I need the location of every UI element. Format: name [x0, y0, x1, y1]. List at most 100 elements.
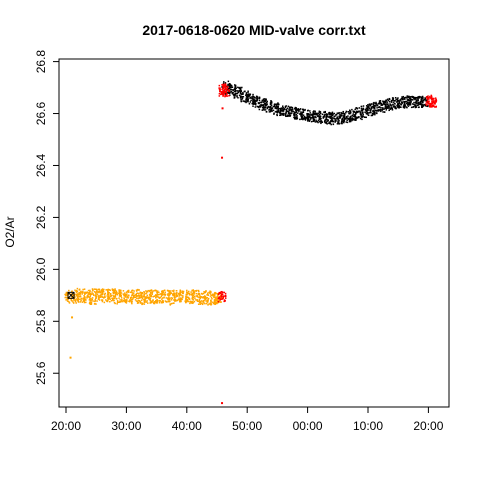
data-point — [349, 117, 352, 120]
data-point — [123, 292, 126, 294]
data-point — [356, 117, 359, 119]
data-point — [193, 290, 196, 292]
data-point — [262, 105, 265, 107]
data-point — [425, 105, 428, 107]
data-point — [365, 116, 367, 119]
data-point — [94, 300, 97, 302]
data-point — [247, 90, 249, 93]
data-point — [421, 103, 423, 106]
data-point — [366, 107, 368, 109]
data-point — [295, 109, 297, 112]
data-point — [217, 300, 220, 303]
data-point — [83, 296, 86, 298]
data-point — [146, 291, 149, 293]
data-point — [130, 298, 133, 301]
data-point — [340, 114, 343, 117]
data-point — [430, 94, 433, 97]
data-point — [345, 121, 348, 123]
data-point — [407, 99, 410, 101]
data-point — [125, 302, 128, 304]
data-point — [114, 296, 117, 298]
data-point — [407, 99, 409, 102]
data-point — [84, 292, 86, 294]
data-point — [307, 116, 310, 118]
data-point — [105, 299, 107, 301]
data-point — [223, 291, 226, 294]
data-point — [97, 288, 100, 291]
data-point — [417, 99, 420, 101]
data-point — [224, 297, 227, 299]
data-point — [202, 292, 205, 295]
data-point — [408, 99, 410, 102]
data-point — [134, 296, 137, 298]
data-point — [228, 92, 230, 94]
data-point — [164, 293, 167, 296]
data-point — [387, 106, 389, 108]
data-point — [429, 102, 432, 105]
data-point — [343, 113, 346, 116]
data-point — [186, 296, 188, 298]
data-point — [299, 118, 301, 121]
data-point — [356, 107, 358, 110]
data-point — [150, 294, 153, 297]
data-point — [187, 300, 189, 302]
data-point — [72, 302, 75, 304]
data-point — [182, 291, 185, 293]
data-point — [365, 105, 368, 107]
data-point — [386, 106, 388, 109]
data-point — [185, 298, 187, 300]
data-point — [240, 100, 242, 102]
data-point — [231, 86, 234, 88]
data-point — [345, 115, 348, 118]
data-point — [409, 96, 411, 98]
data-point — [211, 297, 213, 300]
data-point — [167, 300, 170, 303]
data-point — [284, 112, 287, 114]
data-point — [222, 84, 225, 87]
data-point — [329, 112, 331, 114]
data-point — [401, 96, 403, 98]
y-tick-label: 25.8 — [34, 309, 48, 333]
data-point — [346, 119, 348, 122]
data-point — [215, 299, 217, 302]
data-point — [206, 301, 209, 303]
data-point — [112, 299, 115, 302]
data-point — [219, 299, 221, 301]
data-point — [338, 115, 340, 118]
data-point — [80, 299, 82, 302]
data-point — [156, 291, 159, 294]
data-point — [145, 290, 147, 292]
data-point — [220, 291, 222, 293]
data-point — [379, 101, 382, 104]
data-point — [84, 293, 86, 295]
data-point — [190, 291, 192, 293]
data-point — [75, 289, 78, 292]
data-point — [251, 96, 253, 98]
data-point — [407, 102, 409, 104]
plot-frame — [58, 58, 450, 408]
data-point — [309, 119, 311, 121]
data-point — [88, 302, 91, 305]
data-point — [360, 105, 363, 108]
data-point — [74, 299, 77, 301]
data-point — [417, 96, 419, 98]
data-point — [143, 300, 146, 302]
data-point — [421, 99, 423, 102]
data-point — [161, 293, 164, 296]
data-point — [359, 117, 362, 120]
data-point — [281, 107, 283, 109]
data-point — [236, 92, 238, 95]
data-point — [367, 104, 369, 106]
data-point — [140, 294, 142, 297]
data-point — [258, 106, 260, 109]
data-point — [222, 92, 225, 94]
data-point — [195, 295, 198, 297]
data-point — [118, 293, 121, 295]
data-point — [154, 289, 156, 292]
data-point — [410, 106, 413, 109]
series-2 — [217, 83, 438, 405]
y-axis: 25.625.826.026.226.426.626.8 — [34, 50, 59, 385]
data-point — [405, 102, 408, 105]
data-point — [141, 296, 143, 298]
data-point — [348, 109, 351, 112]
